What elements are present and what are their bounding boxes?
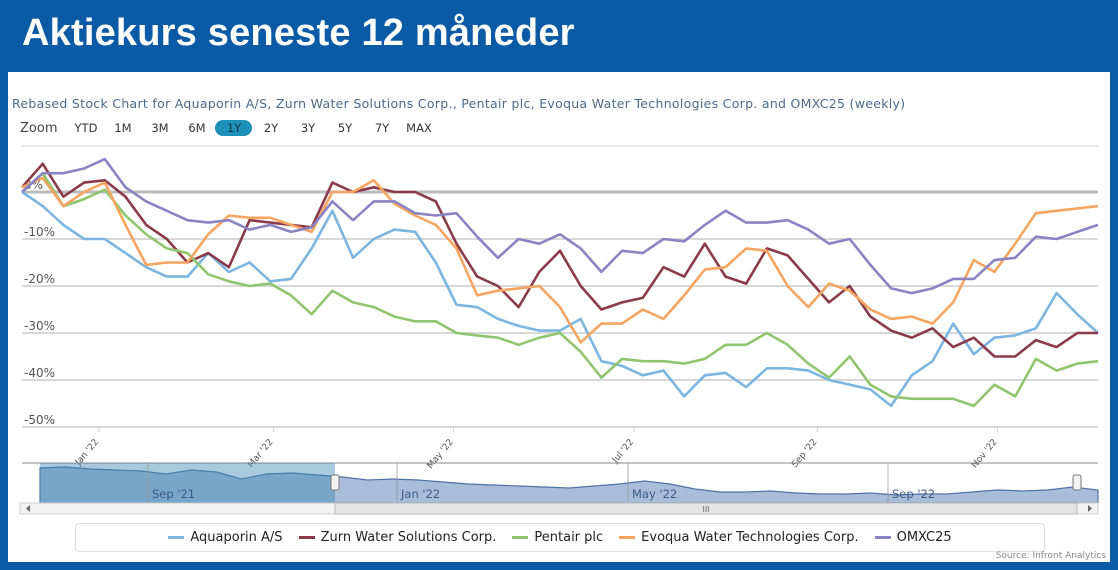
scrollbar-grip: III [702,505,709,514]
series-line-evoqua-water-technologies-corp- [21,176,1099,344]
series-line-zurn-water-solutions-corp- [21,162,1098,358]
navigator-handle[interactable] [330,474,340,491]
zoom-button-5y[interactable]: 5Y [337,121,353,135]
zoom-button-ytd[interactable]: YTD [74,121,98,135]
y-tick-label: -50% [24,413,55,427]
navigator-label: Jan '22 [400,487,440,501]
header-band: Aktiekurs seneste 12 måneder [0,0,1118,70]
navigator-area [39,466,1099,504]
legend-swatch [874,536,891,539]
y-tick-label: -20% [24,272,55,286]
zoom-button-2y[interactable]: 2Y [263,121,279,135]
chart-title: Rebased Stock Chart for Aquaporin A/S, Z… [12,96,906,111]
legend-swatch [619,536,636,539]
legend-item[interactable]: OMXC25 [874,530,952,545]
x-tick-label: May '22 [425,438,455,472]
legend: Aquaporin A/S Zurn Water Solutions Corp. P… [75,523,1045,552]
zoom-bar: Zoom YTD 1M 3M 6M 1Y 2Y 3Y 5Y 7Y MAX [20,120,437,136]
y-tick-label: -10% [24,225,55,239]
navigator-label: May '22 [632,487,677,501]
legend-swatch [168,536,185,539]
legend-label: OMXC25 [896,530,952,545]
scrollbar-thumb [334,502,1078,515]
navigator: Sep '21 Jan '22 May '22 Sep '22 [22,462,1099,504]
legend-label: Pentair plc [534,530,604,545]
series-line-pentair-plc [21,171,1099,408]
navigator-label: Sep '22 [892,487,935,501]
zoom-button-3m[interactable]: 3M [151,121,169,135]
zoom-button-3y[interactable]: 3Y [300,121,316,135]
legend-item[interactable]: Pentair plc [512,530,603,545]
legend-item[interactable]: Evoqua Water Technologies Corp. [619,530,859,545]
scroll-right-arrow-icon[interactable] [1088,505,1092,512]
source-note: Source: Infront Analytics [995,551,1106,561]
x-tick-label: Jul '22 [610,438,636,466]
series-line-omxc25 [21,157,1099,295]
x-tick-label: Nov '22 [970,438,1000,471]
zoom-button-1y[interactable]: 1Y [215,120,253,136]
legend-label: Evoqua Water Technologies Corp. [641,530,859,545]
zoom-button-max[interactable]: MAX [406,121,432,135]
legend-item[interactable]: Aquaporin A/S [168,530,283,545]
legend-swatch [298,536,315,539]
page-title: Aktiekurs seneste 12 måneder [22,12,575,54]
navigator-selection [40,463,335,503]
zoom-label: Zoom [20,120,58,136]
navigator-handle[interactable] [1072,474,1082,491]
legend-label: Aquaporin A/S [190,530,283,545]
legend-label: Zurn Water Solutions Corp. [320,530,497,545]
x-tick-label: Sep '22 [790,438,819,470]
zoom-button-6m[interactable]: 6M [188,121,206,135]
scrollbar[interactable]: III [19,502,1099,515]
navigator-label: Sep '21 [152,487,195,501]
zoom-button-1m[interactable]: 1M [114,121,132,135]
series-line-aquaporin-a-s [21,190,1099,408]
legend-item[interactable]: Zurn Water Solutions Corp. [298,530,497,545]
scroll-left-arrow-icon[interactable] [26,505,30,512]
zoom-button-7y[interactable]: 7Y [374,121,390,135]
y-tick-label: -30% [24,319,55,333]
y-tick-label: -40% [24,366,55,380]
legend-swatch [512,536,529,539]
